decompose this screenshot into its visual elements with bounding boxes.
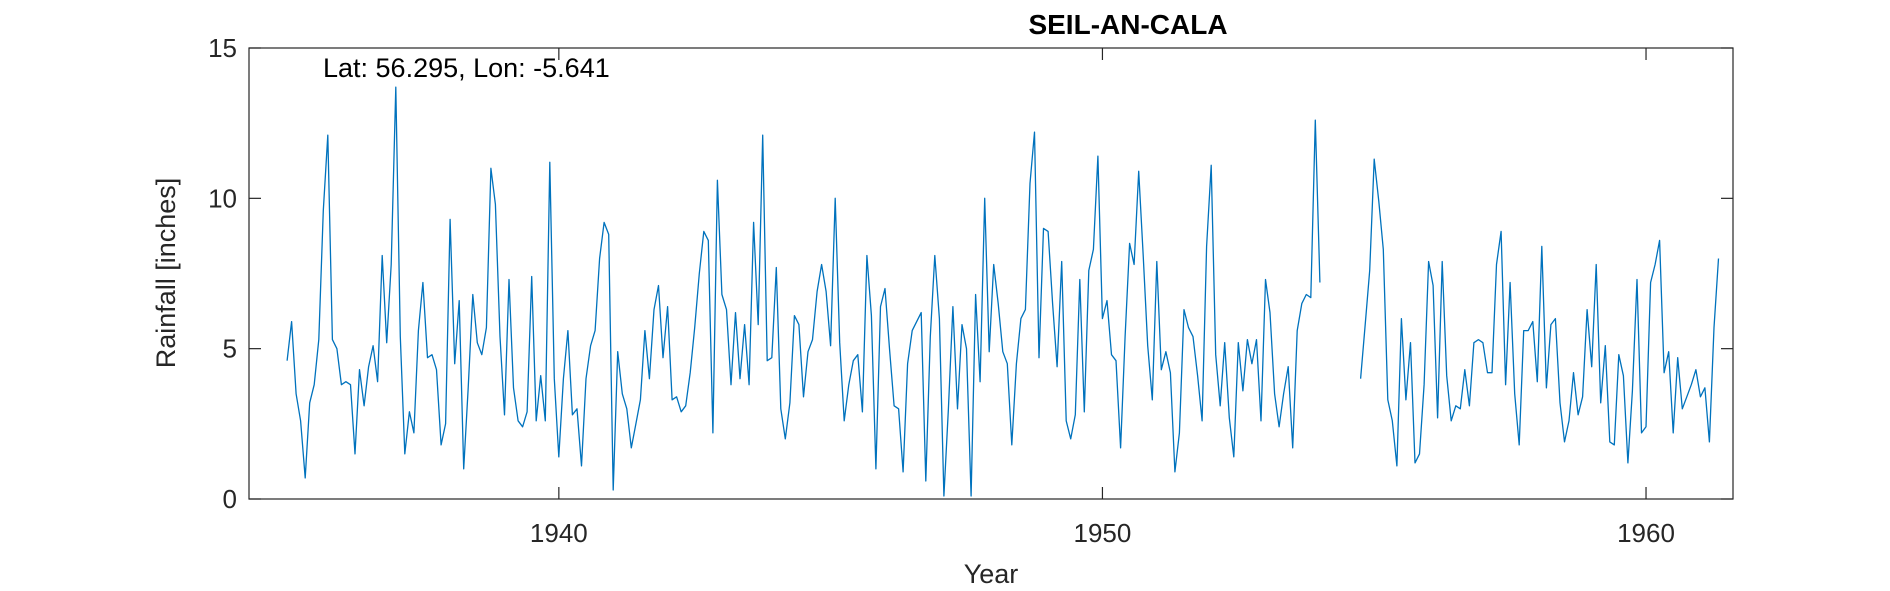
station-coordinates-annotation: Lat: 56.295, Lon: -5.641 — [323, 53, 610, 83]
x-tick-label: 1940 — [530, 518, 588, 548]
rainfall-series-line — [286, 86, 1720, 497]
y-tick-label: 15 — [208, 33, 237, 63]
y-tick-label: 10 — [208, 183, 237, 213]
x-tick-label: 1960 — [1617, 518, 1675, 548]
y-axis-label: Rainfall [inches] — [151, 178, 181, 369]
chart-title: SEIL-AN-CALA — [1028, 9, 1227, 40]
tick-labels: 1940 1950 1960 0 5 10 15 — [208, 33, 1675, 548]
y-tick-label: 5 — [223, 334, 237, 364]
x-axis-label: Year — [964, 559, 1019, 589]
plot-frame — [248, 47, 1734, 500]
axis-ticks — [249, 47, 1733, 500]
y-tick-label: 0 — [223, 484, 237, 514]
x-tick-label: 1950 — [1074, 518, 1132, 548]
